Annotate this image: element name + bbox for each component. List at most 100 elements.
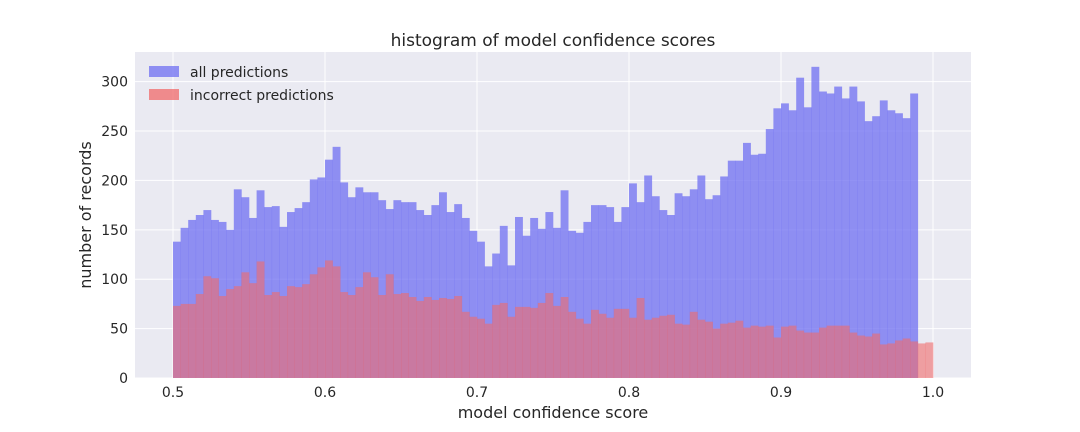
incorrect-predictions-bar (697, 319, 706, 378)
all-predictions-bar (765, 129, 774, 378)
y-tick-label: 200 (101, 173, 128, 189)
incorrect-predictions-bar (773, 337, 782, 378)
incorrect-predictions-bar (188, 303, 197, 378)
all-predictions-bar (553, 227, 561, 378)
legend-label-all-predictions: all predictions (190, 65, 288, 81)
x-tick-label: 0.9 (770, 385, 792, 401)
incorrect-predictions-bar (735, 320, 744, 378)
incorrect-predictions-bar (598, 313, 607, 378)
all-predictions-bar (895, 113, 903, 379)
all-predictions-bar (423, 215, 432, 378)
incorrect-predictions-bar (332, 266, 341, 378)
incorrect-predictions-bar (803, 332, 812, 378)
incorrect-predictions-bar (606, 317, 615, 378)
incorrect-predictions-bar (902, 338, 911, 378)
incorrect-predictions-bar (492, 304, 501, 378)
y-tick-label: 150 (101, 223, 128, 239)
incorrect-predictions-bar (621, 308, 630, 378)
incorrect-predictions-bar (857, 335, 865, 378)
incorrect-predictions-bar (218, 296, 227, 378)
incorrect-predictions-bar (568, 311, 577, 378)
incorrect-predictions-bar (347, 295, 356, 378)
incorrect-predictions-bar (211, 278, 219, 378)
y-tick-label: 250 (101, 124, 128, 140)
all-predictions-bar (560, 190, 569, 378)
all-predictions-bar (674, 193, 683, 378)
y-tick-label: 50 (110, 322, 128, 338)
all-predictions-bar (629, 183, 637, 378)
all-predictions-bar (773, 108, 782, 379)
incorrect-predictions-bar (834, 325, 843, 378)
all-predictions-bar (682, 196, 691, 378)
all-predictions-bar (750, 154, 759, 378)
incorrect-predictions-bar (545, 293, 554, 378)
all-predictions-bar (188, 219, 197, 378)
all-predictions-bar (644, 175, 653, 378)
incorrect-predictions-bar (674, 323, 683, 378)
incorrect-predictions-bar (826, 325, 835, 378)
incorrect-predictions-bar (712, 328, 721, 378)
incorrect-predictions-bar (385, 274, 394, 378)
chart-title: histogram of model confidence scores (391, 31, 716, 51)
all-predictions-bar (651, 196, 660, 378)
all-predictions-bar (811, 66, 820, 379)
all-predictions-bar (461, 217, 470, 378)
incorrect-predictions-bar (173, 305, 181, 378)
incorrect-predictions-bar (233, 286, 242, 378)
incorrect-predictions-bar (644, 319, 653, 378)
all-predictions-bar (727, 160, 736, 378)
all-predictions-bar (879, 100, 888, 378)
incorrect-predictions-bar (849, 332, 858, 378)
incorrect-predictions-bar (720, 323, 729, 378)
all-predictions-bar (515, 216, 523, 378)
incorrect-predictions-bar (887, 343, 896, 378)
all-predictions-bar (826, 93, 835, 378)
all-predictions-bar (583, 221, 592, 378)
incorrect-predictions-bar (180, 303, 189, 378)
legend-swatch-all-predictions (149, 66, 179, 77)
incorrect-predictions-bar (446, 298, 455, 378)
incorrect-predictions-bar (841, 325, 850, 378)
incorrect-predictions-bar (241, 272, 250, 378)
incorrect-predictions-bar (788, 325, 797, 378)
incorrect-predictions-bar (203, 276, 212, 378)
y-tick-label: 100 (101, 272, 128, 288)
incorrect-predictions-bar (811, 332, 820, 378)
incorrect-predictions-bar (499, 302, 508, 378)
x-tick-label: 0.7 (466, 385, 488, 401)
all-predictions-bar (689, 189, 698, 378)
all-predictions-bar (758, 153, 767, 378)
all-predictions-bar (454, 204, 463, 378)
all-predictions-bar (401, 202, 409, 378)
incorrect-predictions-bar (895, 340, 903, 378)
incorrect-predictions-bar (340, 292, 349, 378)
legend-swatch-incorrect-predictions (149, 89, 179, 100)
all-predictions-bar (613, 221, 622, 378)
all-predictions-bar (720, 176, 729, 378)
all-predictions-bar (705, 199, 713, 378)
all-predictions-bar (606, 207, 615, 378)
all-predictions-bar (393, 200, 402, 378)
incorrect-predictions-bar (705, 321, 713, 378)
incorrect-predictions-bar (560, 296, 569, 378)
incorrect-predictions-bar (629, 317, 637, 378)
y-tick-label: 0 (119, 371, 128, 387)
all-predictions-bar (841, 98, 850, 379)
incorrect-predictions-bar (819, 327, 827, 378)
all-predictions-bar (264, 207, 273, 378)
y-axis-label: number of records (76, 141, 95, 288)
incorrect-predictions-bar (872, 333, 881, 378)
incorrect-predictions-bar (309, 274, 318, 378)
incorrect-predictions-bar (591, 309, 599, 378)
x-axis-label: model confidence score (458, 403, 649, 422)
incorrect-predictions-bar (515, 306, 523, 378)
all-predictions-bar (803, 107, 812, 378)
incorrect-predictions-bar (667, 314, 675, 378)
incorrect-predictions-bar (613, 308, 622, 378)
incorrect-predictions-bar (431, 299, 440, 378)
all-predictions-bar (416, 210, 425, 378)
incorrect-predictions-bar (423, 296, 432, 378)
all-predictions-bar (834, 86, 843, 379)
all-predictions-bar (636, 202, 645, 378)
